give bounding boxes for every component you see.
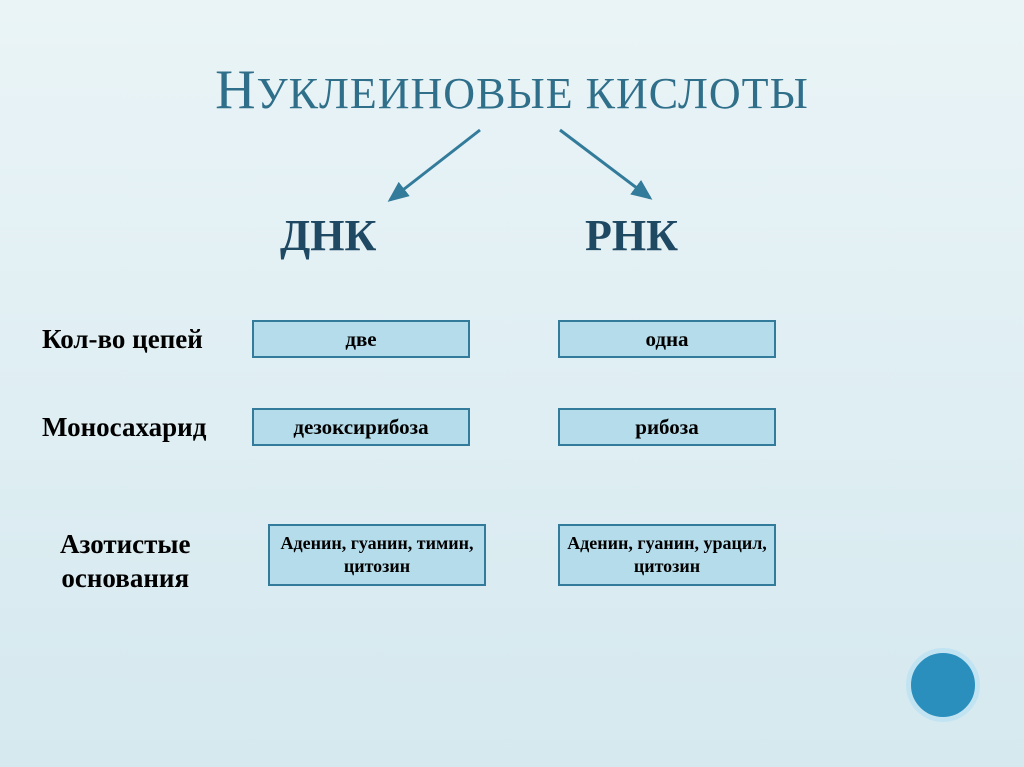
box-chains-rnk: одна [558, 320, 776, 358]
label-bases: Азотистыеоснования [60, 528, 190, 596]
title-rest: УКЛЕИНОВЫЕ КИСЛОТЫ [257, 69, 809, 118]
box-mono-dnk: дезоксирибоза [252, 408, 470, 446]
box-chains-dnk: две [252, 320, 470, 358]
header-rnk: РНК [585, 210, 678, 261]
circle-accent [906, 648, 980, 722]
arrow-left-line [390, 130, 480, 200]
box-mono-rnk: рибоза [558, 408, 776, 446]
label-chains: Кол-во цепей [42, 324, 203, 355]
box-bases-dnk: Аденин, гуанин, тимин, цитозин [268, 524, 486, 586]
slide: НУКЛЕИНОВЫЕ КИСЛОТЫ ДНК РНК Кол-во цепей… [0, 0, 1024, 767]
slide-title: НУКЛЕИНОВЫЕ КИСЛОТЫ [0, 58, 1024, 122]
arrow-right-line [560, 130, 650, 198]
label-mono: Моносахарид [42, 412, 206, 443]
header-dnk: ДНК [280, 210, 376, 261]
box-bases-rnk: Аденин, гуанин, урацил, цитозин [558, 524, 776, 586]
title-first-letter: Н [215, 59, 256, 121]
